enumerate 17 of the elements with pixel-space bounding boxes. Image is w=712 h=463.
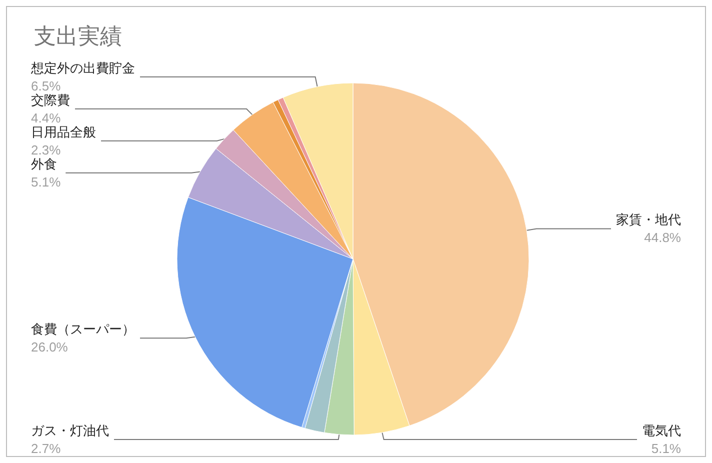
data-label: 26.0% [31,340,68,355]
slice-label: 食費（スーパー） [31,322,135,338]
slice-label: 想定外の出費貯金 [30,61,135,76]
data-label: 6.5% [31,78,62,94]
data-label: 5.1% [651,441,682,456]
slice-label: 日用品全般 [31,125,96,140]
data-label: 44.8% [644,230,682,246]
slice-label: ガス・灯油代 [31,424,109,439]
data-label: 2.3% [31,142,62,158]
chart-title: 支出実績 [34,24,122,50]
data-label: 2.7% [31,441,62,456]
slice-label: 交際費 [31,92,70,108]
slice-label: 外食 [31,157,57,172]
data-label: 4.4% [31,110,62,126]
data-label: 5.1% [31,174,62,190]
slice-label: 電気代 [642,424,681,439]
slice-label: 家賃・地代 [616,212,681,228]
